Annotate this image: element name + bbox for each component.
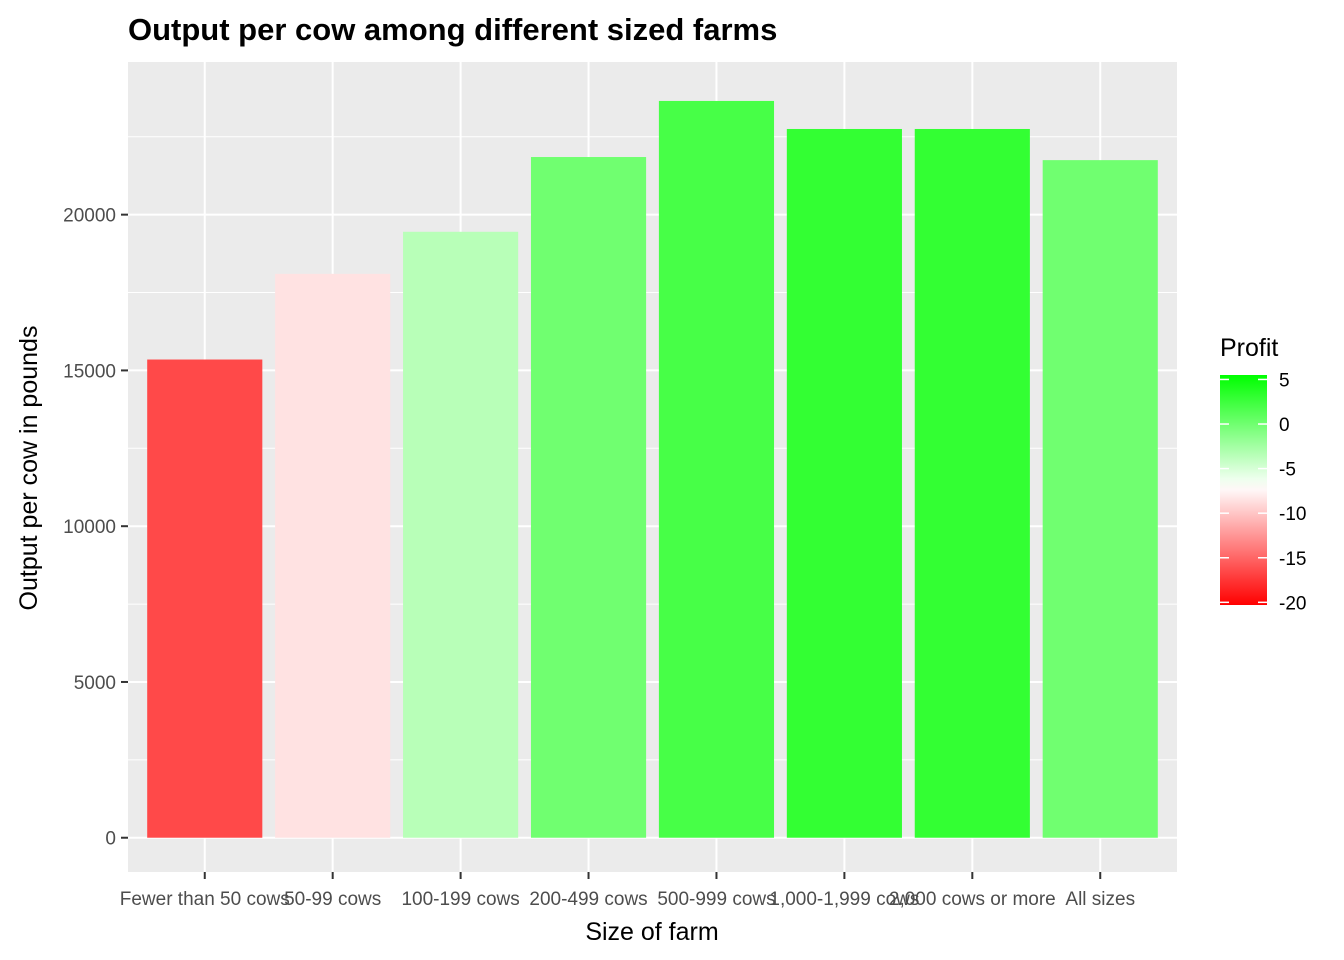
x-tick-label: 2,000 cows or more	[889, 889, 1056, 910]
legend-colorbar	[1220, 375, 1267, 605]
x-tick-label: 500-999 cows	[657, 889, 775, 910]
y-axis: 0 5000 10000 15000 20000	[63, 206, 128, 850]
y-tick-label: 10000	[63, 517, 116, 538]
legend-tick-label: -10	[1279, 504, 1306, 525]
legend-tick-label: -20	[1279, 593, 1306, 614]
legend-ticks: 5 0 -5 -10 -15 -20	[1220, 370, 1306, 614]
profit-legend: Profit 5 0 -5 -10 -15 -20	[1220, 334, 1306, 614]
y-tick-label: 15000	[63, 361, 116, 382]
bar	[275, 273, 391, 838]
bars	[147, 100, 1158, 838]
legend-tick-label: 5	[1279, 370, 1290, 391]
x-axis-title: Size of farm	[585, 918, 718, 946]
x-tick-label: 100-199 cows	[401, 889, 519, 910]
y-tick-label: 5000	[74, 673, 116, 694]
bar	[786, 128, 902, 838]
bar	[530, 157, 647, 838]
chart-title: Output per cow among different sized far…	[128, 12, 777, 47]
x-tick-label: 200-499 cows	[529, 889, 647, 910]
x-tick-label: Fewer than 50 cows	[120, 889, 290, 910]
bar	[147, 359, 263, 838]
legend-tick-label: 0	[1279, 415, 1290, 436]
x-tick-label: 50-99 cows	[284, 889, 381, 910]
legend-tick-label: -5	[1279, 460, 1296, 481]
x-tick-label: 1,000-1,999 cows	[769, 889, 919, 910]
bar	[914, 128, 1030, 838]
legend-title: Profit	[1220, 334, 1278, 362]
bar	[658, 100, 775, 838]
y-tick-label: 20000	[63, 206, 116, 227]
x-tick-label: All sizes	[1065, 889, 1135, 910]
legend-tick-label: -15	[1279, 549, 1306, 570]
bar	[1042, 160, 1158, 838]
bar	[403, 231, 519, 838]
y-axis-title: Output per cow in pounds	[15, 326, 43, 611]
y-tick-label: 0	[105, 829, 116, 850]
